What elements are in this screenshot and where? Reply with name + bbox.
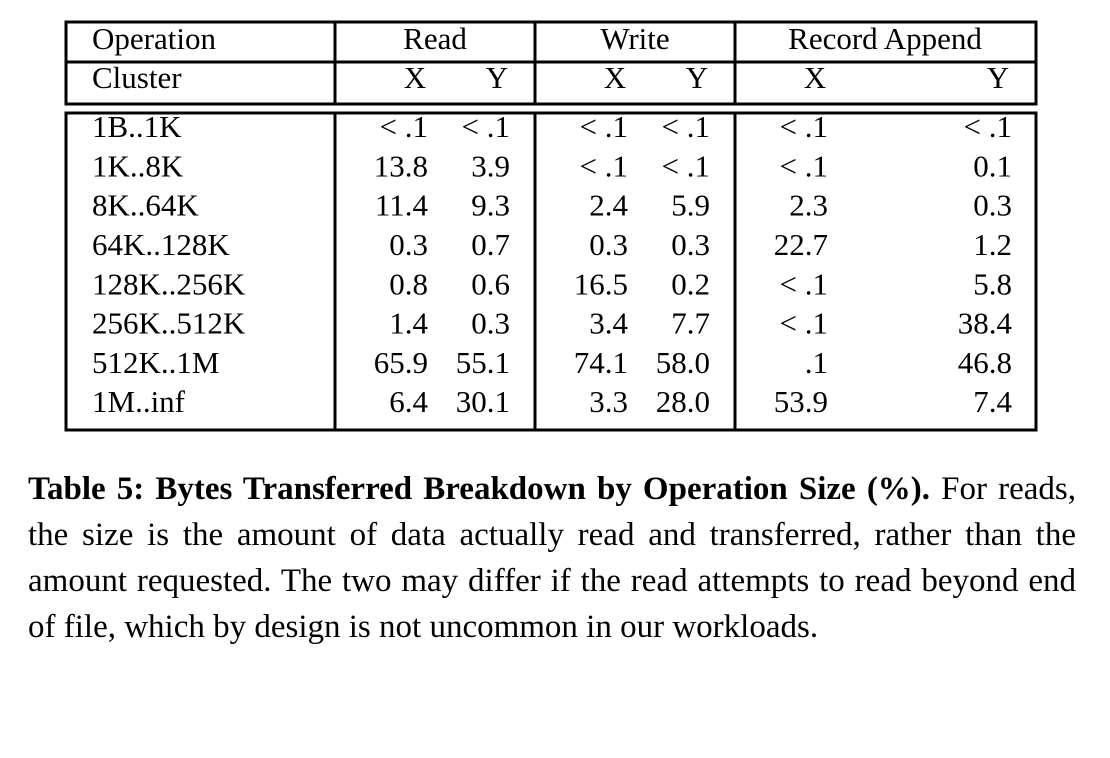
header-cell: Write <box>600 21 669 56</box>
cell: 1.2 <box>973 227 1012 262</box>
cell: 30.1 <box>456 384 510 419</box>
cell: 0.2 <box>671 266 710 301</box>
cell: 55.1 <box>456 345 510 380</box>
cell: 16.5 <box>574 266 628 301</box>
cell: 0.8 <box>389 266 428 301</box>
row-label: 64K..128K <box>92 227 230 262</box>
cell: .1 <box>805 345 828 380</box>
caption-label: Table 5: Bytes Transferred Breakdown by … <box>28 471 931 507</box>
cell: 38.4 <box>958 306 1013 341</box>
cell: < .1 <box>580 109 628 144</box>
row-label: 128K..256K <box>92 266 246 301</box>
cell: < .1 <box>964 109 1012 144</box>
cell: 1.4 <box>389 306 428 341</box>
row-label: 1B..1K <box>92 109 182 144</box>
cell: < .1 <box>780 266 828 301</box>
cell: < .1 <box>780 109 828 144</box>
cell: 11.4 <box>375 188 429 223</box>
cell: 13.8 <box>374 148 428 183</box>
cell: 58.0 <box>656 345 710 380</box>
cell: 74.1 <box>574 345 628 380</box>
cell: 53.9 <box>774 384 828 419</box>
cell: 22.7 <box>774 227 828 262</box>
cell: < .1 <box>780 148 828 183</box>
cell: < .1 <box>780 306 828 341</box>
cell: 7.7 <box>671 306 710 341</box>
header-cell: Read <box>403 21 467 56</box>
subheader-cell: X <box>804 60 826 95</box>
subheader-cell: Y <box>486 60 508 95</box>
subheader-cell: Cluster <box>92 60 182 95</box>
subheader-cell: Y <box>686 60 708 95</box>
caption-text: For reads, the size is the amount of dat… <box>28 471 1077 645</box>
cell: < .1 <box>462 109 510 144</box>
cell: < .1 <box>662 109 710 144</box>
cell: 0.6 <box>471 266 510 301</box>
subheader-cell: X <box>604 60 626 95</box>
cell: 5.8 <box>973 266 1012 301</box>
caption: Table 5: Bytes Transferred Breakdown by … <box>28 466 1076 650</box>
cell: 3.3 <box>589 384 628 419</box>
cell: 0.3 <box>471 306 510 341</box>
cell: 0.3 <box>589 227 628 262</box>
cell: < .1 <box>580 148 628 183</box>
cell: 7.4 <box>973 384 1012 419</box>
header-cell: Operation <box>92 21 216 56</box>
cell: 0.3 <box>389 227 428 262</box>
cell: 0.3 <box>973 188 1012 223</box>
row-label: 1K..8K <box>92 148 184 183</box>
cell: 6.4 <box>389 384 428 419</box>
cell: 46.8 <box>958 345 1012 380</box>
row-label: 8K..64K <box>92 188 199 223</box>
cell: 2.3 <box>789 188 828 223</box>
cell: 0.7 <box>471 227 510 262</box>
cell: 0.3 <box>671 227 710 262</box>
cell: 5.9 <box>671 188 710 223</box>
subheader-cell: X <box>404 60 426 95</box>
row-label: 1M..inf <box>92 384 186 419</box>
cell: < .1 <box>380 109 428 144</box>
row-label: 256K..512K <box>92 306 246 341</box>
subheader-cell: Y <box>987 60 1009 95</box>
cell: < .1 <box>662 148 710 183</box>
header-cell: Record Append <box>788 21 982 56</box>
table: Operation Read Write Record Append Cluster X Y… <box>64 20 1038 432</box>
cell: 65.9 <box>374 345 428 380</box>
cell: 0.1 <box>973 148 1012 183</box>
cell: 28.0 <box>656 384 710 419</box>
cell: 9.3 <box>471 188 510 223</box>
body-box <box>64 111 1038 432</box>
cell: 3.9 <box>471 148 510 183</box>
row-label: 512K..1M <box>92 345 219 380</box>
cell: 2.4 <box>589 188 628 223</box>
cell: 3.4 <box>589 306 628 341</box>
